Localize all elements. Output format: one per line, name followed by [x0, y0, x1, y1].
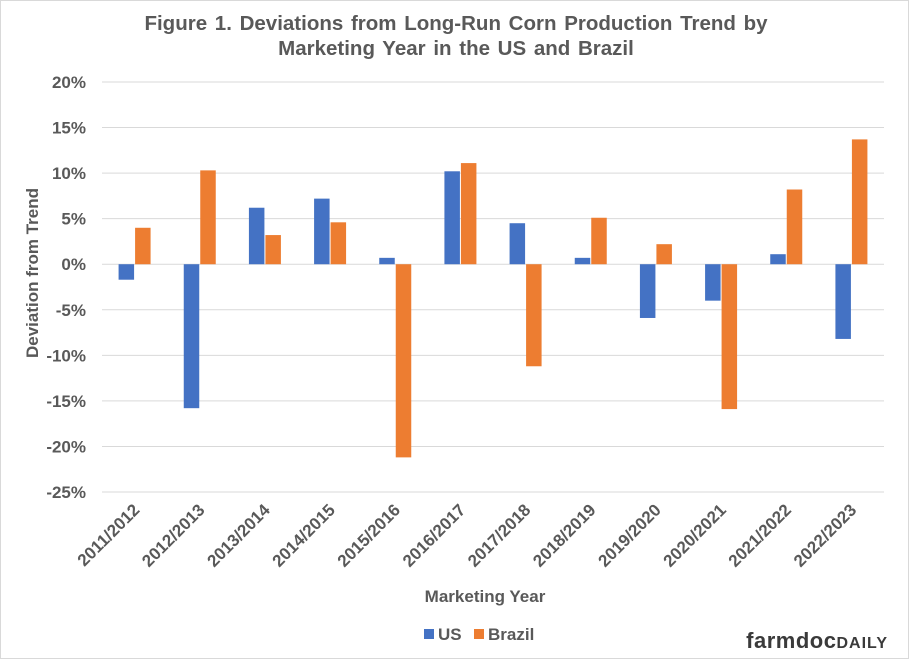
logo-text-daily: DAILY — [836, 635, 888, 652]
bar-brazil-2017-2018 — [526, 264, 542, 367]
bar-us-2019-2020 — [639, 264, 656, 318]
bar-us-2013-2014 — [248, 207, 265, 265]
chart-title: Figure 1. Deviations from Long-Run Corn … — [61, 11, 851, 61]
bar-us-2022-2023 — [835, 264, 851, 339]
farmdoc-daily-logo: farmdocDAILY — [746, 628, 888, 654]
bar-us-2015-2016 — [379, 257, 395, 265]
chart-title-line-1: Figure 1. Deviations from Long-Run Corn … — [144, 12, 768, 35]
x-axis-label: Marketing Year — [425, 587, 546, 606]
x-tick-label: 2016/2017 — [399, 500, 469, 570]
legend-swatch-brazil — [474, 629, 484, 639]
x-tick-label: 2022/2023 — [790, 500, 860, 570]
y-tick-labels: 20% 15% 10% 5% 0% -5% -10% -15% -20% -25% — [46, 73, 86, 502]
bar-us-2012-2013 — [183, 264, 200, 409]
x-tick-label: 2017/2018 — [464, 500, 534, 570]
bar-brazil-2012-2013 — [200, 170, 216, 265]
x-tick-label: 2020/2021 — [660, 500, 730, 570]
x-tick-label: 2015/2016 — [334, 500, 404, 570]
gridlines — [102, 81, 884, 493]
bar-us-2016-2017 — [444, 171, 460, 265]
y-tick-label: 0% — [61, 255, 86, 274]
bars — [118, 139, 868, 458]
x-tick-label: 2018/2019 — [529, 500, 599, 570]
y-tick-label: 5% — [61, 210, 86, 229]
bar-brazil-2019-2020 — [656, 244, 672, 265]
bar-brazil-2014-2015 — [330, 222, 347, 265]
y-tick-label: -15% — [46, 392, 86, 411]
bar-us-2011-2012 — [118, 264, 135, 280]
y-tick-label: 15% — [52, 119, 86, 138]
legend-swatch-us — [424, 629, 434, 639]
bar-brazil-2013-2014 — [265, 235, 281, 265]
x-tick-label: 2014/2015 — [269, 500, 339, 570]
legend-label-us: US — [438, 625, 462, 644]
x-tick-label: 2011/2012 — [74, 500, 144, 570]
bar-us-2014-2015 — [314, 198, 330, 265]
bar-us-2018-2019 — [574, 257, 591, 265]
bar-brazil-2018-2019 — [591, 217, 607, 265]
y-tick-label: -20% — [46, 437, 86, 456]
x-tick-label: 2021/2022 — [725, 500, 795, 570]
x-tick-label: 2013/2014 — [203, 500, 274, 571]
x-tick-label: 2012/2013 — [138, 500, 208, 570]
legend: US Brazil — [424, 625, 534, 644]
bar-brazil-2015-2016 — [395, 264, 412, 458]
legend-label-brazil: Brazil — [488, 625, 534, 644]
chart-title-line-2: Marketing Year in the US and Brazil — [278, 37, 634, 60]
y-tick-label: -5% — [56, 301, 86, 320]
y-tick-label: -25% — [46, 483, 86, 502]
logo-text-farmdoc: farmdoc — [746, 628, 837, 653]
bar-us-2017-2018 — [509, 223, 526, 265]
x-tick-labels: 2011/20122012/20132013/20142014/20152015… — [74, 500, 860, 571]
bar-brazil-2011-2012 — [135, 227, 151, 265]
bar-us-2020-2021 — [705, 264, 721, 301]
bar-brazil-2016-2017 — [460, 163, 477, 265]
y-tick-label: 20% — [52, 73, 86, 92]
y-tick-label: 10% — [52, 164, 86, 183]
bar-brazil-2022-2023 — [851, 139, 868, 265]
bar-us-2021-2022 — [770, 254, 786, 265]
x-tick-label: 2019/2020 — [594, 500, 664, 570]
y-tick-label: -10% — [46, 346, 86, 365]
bar-brazil-2021-2022 — [786, 189, 803, 265]
y-axis-label: Deviation from Trend — [23, 188, 42, 358]
bar-brazil-2020-2021 — [721, 264, 738, 410]
